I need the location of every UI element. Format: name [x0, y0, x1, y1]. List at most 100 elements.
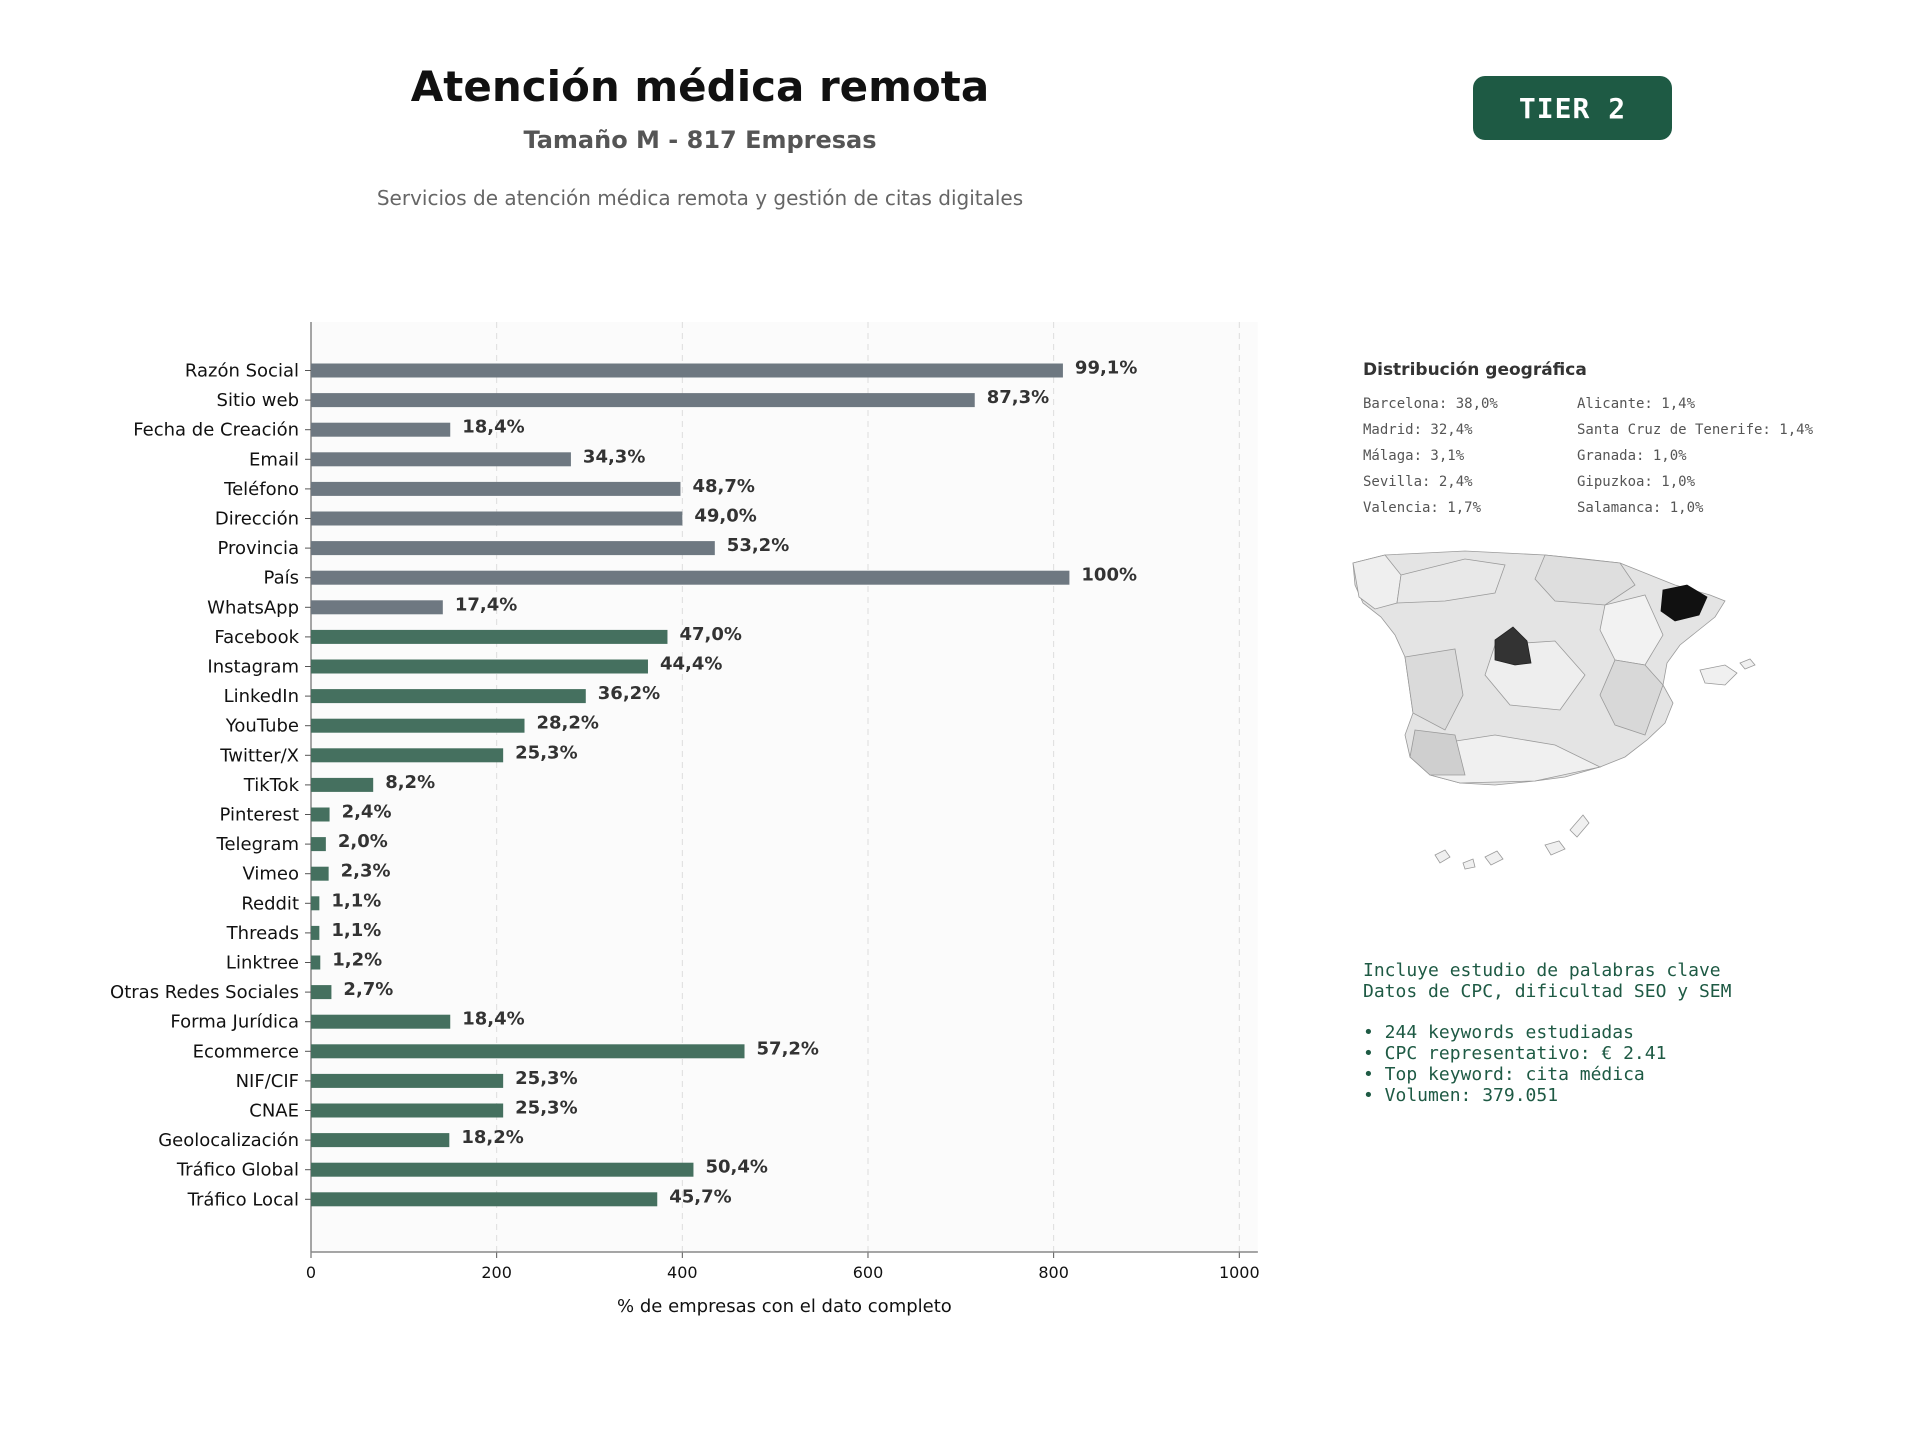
chart-description: Servicios de atención médica remota y ge… [376, 186, 1024, 210]
value-label: 50,4% [705, 1157, 767, 1178]
bar [311, 1192, 658, 1207]
bar [311, 1133, 450, 1148]
value-label: 18,2% [461, 1127, 523, 1148]
value-label: 53,2% [727, 535, 789, 556]
chart-title: Atención médica remota [410, 62, 990, 111]
geo-item: Granada: 1,0% [1577, 448, 1687, 464]
bar [311, 1014, 451, 1029]
canary-islands [1569, 814, 1590, 838]
bar [311, 718, 525, 733]
category-label: Email [249, 449, 299, 470]
canary-islands [1434, 849, 1451, 864]
category-label: Twitter/X [219, 745, 299, 766]
category-label: CNAE [249, 1101, 299, 1122]
geo-panel: Distribución geográfica Barcelona: 38,0%… [1363, 360, 1883, 519]
category-label: LinkedIn [224, 686, 299, 707]
keywords-intro: Datos de CPC, dificultad SEO y SEM [1363, 981, 1732, 1002]
bar [311, 1044, 745, 1059]
category-label: Ecommerce [193, 1041, 299, 1062]
bar [311, 1073, 504, 1088]
category-label: Tráfico Global [176, 1160, 299, 1181]
category-label: NIF/CIF [236, 1071, 299, 1092]
geo-item: Gipuzkoa: 1,0% [1577, 474, 1696, 490]
category-label: Facebook [214, 627, 299, 648]
spain-map [1345, 545, 1845, 905]
geo-item: Santa Cruz de Tenerife: 1,4% [1577, 422, 1814, 438]
bar [311, 541, 715, 556]
value-label: 25,3% [515, 1098, 577, 1119]
value-label: 17,4% [455, 594, 517, 615]
x-tick-label: 1000 [1219, 1263, 1260, 1282]
category-label: Otras Redes Sociales [110, 982, 299, 1003]
geo-list: Barcelona: 38,0% Alicante: 1,4% Madrid: … [1363, 396, 1883, 519]
value-label: 87,3% [987, 387, 1049, 408]
balearic-islands [1739, 658, 1756, 670]
bar [311, 807, 330, 822]
bar [311, 837, 326, 852]
south-region [1429, 734, 1602, 784]
geo-item: Valencia: 1,7% [1363, 500, 1482, 516]
category-label: Dirección [215, 509, 299, 530]
category-label: Instagram [207, 657, 299, 678]
category-label: Fecha de Creación [133, 420, 299, 441]
bar [311, 422, 451, 437]
bar [311, 570, 1070, 585]
chart-subtitle: Tamaño M - 817 Empresas [523, 126, 877, 154]
category-label: Vimeo [242, 864, 299, 885]
geo-item: Málaga: 3,1% [1363, 448, 1465, 464]
category-label: Geolocalización [158, 1130, 299, 1151]
value-label: 99,1% [1075, 358, 1137, 379]
value-label: 2,0% [338, 831, 388, 852]
geo-item: Salamanca: 1,0% [1577, 500, 1704, 516]
east-region [1599, 659, 1664, 736]
category-label: País [264, 568, 299, 589]
geo-title: Distribución geográfica [1363, 360, 1587, 380]
value-label: 2,4% [342, 802, 392, 823]
keyword-bullet: • 244 keywords estudiadas [1363, 1022, 1634, 1043]
value-label: 49,0% [694, 506, 756, 527]
bar [311, 452, 571, 467]
canary-islands [1544, 840, 1566, 856]
canary-islands [1462, 858, 1476, 870]
category-label: Provincia [217, 538, 299, 559]
category-label: Telegram [216, 834, 299, 855]
x-tick-label: 0 [306, 1263, 316, 1282]
bar [311, 689, 586, 704]
balearic-islands [1699, 664, 1738, 686]
value-label: 48,7% [692, 476, 754, 497]
category-label: Forma Jurídica [170, 1012, 299, 1033]
x-tick-label: 800 [1038, 1263, 1069, 1282]
category-label: Reddit [241, 893, 299, 914]
value-label: 18,4% [462, 417, 524, 438]
x-tick-label: 200 [481, 1263, 512, 1282]
value-label: 1,2% [332, 950, 382, 971]
geo-item: Barcelona: 38,0% [1363, 396, 1498, 412]
bar [311, 629, 668, 644]
geo-item: Sevilla: 2,4% [1363, 474, 1473, 490]
value-label: 25,3% [515, 1068, 577, 1089]
category-label: Razón Social [185, 361, 299, 382]
madrid-region [1494, 626, 1532, 666]
category-label: Threads [226, 923, 299, 944]
plot-area [311, 322, 1258, 1252]
bar [311, 748, 504, 763]
value-label: 1,1% [331, 920, 381, 941]
keyword-bullet: • Volumen: 379.051 [1363, 1085, 1559, 1106]
value-label: 100% [1081, 565, 1137, 586]
x-axis-title: % de empresas con el dato completo [617, 1296, 952, 1317]
value-label: 47,0% [679, 624, 741, 645]
keywords-intro: Incluye estudio de palabras clave [1363, 960, 1721, 981]
value-label: 28,2% [537, 713, 599, 734]
value-label: 45,7% [669, 1186, 731, 1207]
category-label: Teléfono [223, 479, 299, 500]
category-label: TikTok [243, 775, 300, 796]
barcelona-region [1660, 584, 1708, 622]
bar [311, 955, 321, 970]
value-label: 8,2% [385, 772, 435, 793]
category-label: YouTube [225, 716, 299, 737]
bar [311, 600, 443, 615]
value-label: 25,3% [515, 742, 577, 763]
bar [311, 896, 320, 911]
andalucia-west-region [1409, 729, 1466, 776]
bar [311, 777, 374, 792]
